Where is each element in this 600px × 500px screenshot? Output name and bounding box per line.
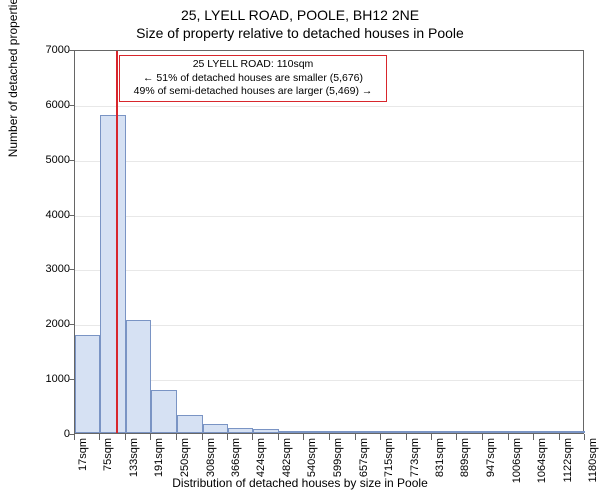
histogram-bar [330, 431, 355, 433]
reference-marker-line [116, 51, 118, 433]
chart-title-line1: 25, LYELL ROAD, POOLE, BH12 2NE [0, 6, 600, 24]
x-tick-mark [508, 434, 509, 440]
y-tick-label: 5000 [20, 154, 70, 166]
histogram-bar [151, 390, 177, 433]
annotation-line2: ← 51% of detached houses are smaller (5,… [126, 72, 380, 86]
histogram-bar [534, 431, 559, 433]
x-tick-mark [125, 434, 126, 440]
histogram-bar [203, 424, 228, 433]
x-tick-mark [176, 434, 177, 440]
x-tick-mark [303, 434, 304, 440]
y-axis-label: Number of detached properties [6, 0, 20, 157]
plot-area: 25 LYELL ROAD: 110sqm ← 51% of detached … [74, 50, 584, 434]
gridline [75, 270, 583, 271]
histogram-bar [75, 335, 100, 433]
y-tick-label: 2000 [20, 318, 70, 330]
gridline [75, 216, 583, 217]
x-tick-mark [482, 434, 483, 440]
histogram-bar [100, 115, 125, 433]
histogram-bar [432, 431, 457, 433]
x-tick-mark [380, 434, 381, 440]
x-axis-label: Distribution of detached houses by size … [0, 476, 600, 490]
x-tick-mark [329, 434, 330, 440]
y-tick-label: 3000 [20, 263, 70, 275]
chart-container: 25, LYELL ROAD, POOLE, BH12 2NE Size of … [0, 0, 600, 500]
chart-title-line2: Size of property relative to detached ho… [0, 24, 600, 42]
histogram-bar [304, 431, 330, 433]
histogram-bar [356, 431, 381, 433]
x-tick-mark [355, 434, 356, 440]
x-tick-mark [406, 434, 407, 440]
histogram-bar [126, 320, 151, 433]
histogram-bar [279, 431, 304, 433]
x-tick-mark [431, 434, 432, 440]
histogram-bar [177, 415, 202, 433]
y-tick-label: 0 [20, 428, 70, 440]
histogram-bar [509, 431, 534, 433]
x-tick-mark [150, 434, 151, 440]
histogram-bar [483, 431, 509, 433]
histogram-bar [457, 431, 482, 433]
x-tick-mark [533, 434, 534, 440]
annotation-line1: 25 LYELL ROAD: 110sqm [126, 58, 380, 72]
histogram-bar [407, 431, 432, 433]
x-tick-mark [456, 434, 457, 440]
gridline [75, 161, 583, 162]
histogram-bar [381, 431, 406, 433]
y-tick-label: 7000 [20, 44, 70, 56]
x-tick-mark [559, 434, 560, 440]
y-tick-label: 1000 [20, 373, 70, 385]
annotation-line3: 49% of semi-detached houses are larger (… [126, 85, 380, 99]
annotation-box: 25 LYELL ROAD: 110sqm ← 51% of detached … [119, 55, 387, 102]
gridline [75, 106, 583, 107]
x-tick-mark [99, 434, 100, 440]
x-tick-mark [227, 434, 228, 440]
x-tick-mark [584, 434, 585, 440]
y-tick-label: 4000 [20, 209, 70, 221]
histogram-bar [253, 429, 278, 433]
x-tick-mark [278, 434, 279, 440]
x-tick-mark [74, 434, 75, 440]
y-tick-label: 6000 [20, 99, 70, 111]
x-tick-mark [202, 434, 203, 440]
histogram-bar [228, 428, 253, 433]
x-tick-mark [252, 434, 253, 440]
histogram-bar [560, 431, 585, 433]
